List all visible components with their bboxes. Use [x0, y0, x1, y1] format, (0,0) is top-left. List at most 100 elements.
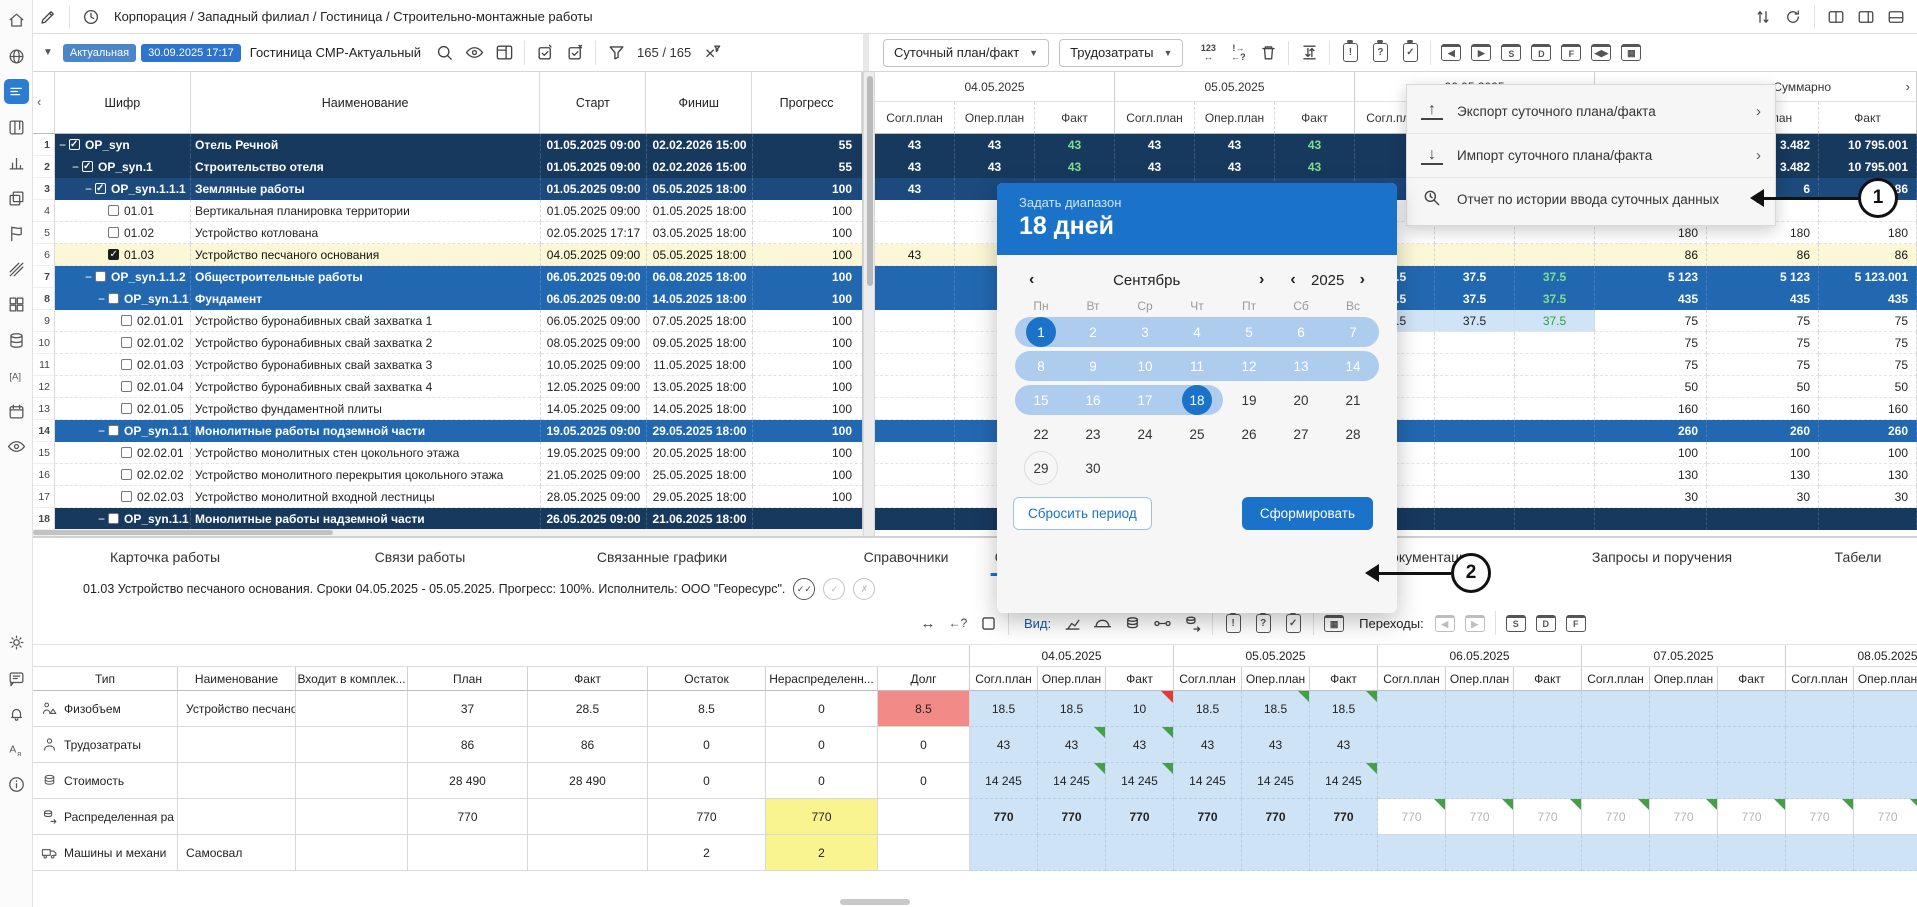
daily-column-header[interactable]: Входит в комплек...	[296, 667, 408, 691]
collapse-pane-icon[interactable]: ‹	[37, 94, 42, 109]
gantt-cell[interactable]	[1515, 464, 1595, 486]
gantt-cell[interactable]: 43	[875, 134, 955, 156]
calendar-day[interactable]	[1171, 453, 1223, 483]
daily-column-header[interactable]: Остаток	[648, 667, 766, 691]
row-checkbox[interactable]	[95, 178, 106, 199]
wbs-row[interactable]: 17 02.02.03 Устройство монолитной входной …	[33, 486, 862, 508]
year-prev-icon[interactable]: ‹	[1290, 271, 1296, 288]
chart-icon[interactable]	[4, 150, 29, 175]
daily-value-cell[interactable]	[970, 835, 1038, 871]
globe-icon[interactable]	[4, 44, 29, 69]
gantt-cell[interactable]: 75	[1707, 354, 1819, 376]
daily-value-cell[interactable]: 770	[1582, 799, 1650, 835]
row-checkbox[interactable]	[121, 469, 132, 481]
daily-value-cell[interactable]	[1582, 835, 1650, 871]
gantt-cell[interactable]: 43	[1115, 156, 1195, 178]
row-checkbox[interactable]	[108, 513, 119, 525]
column-header[interactable]: Шифр	[55, 72, 191, 133]
gantt-cell[interactable]: 75	[1819, 310, 1917, 332]
panel-columns-icon[interactable]	[1821, 4, 1851, 30]
daily-value-cell[interactable]: 770	[1174, 799, 1242, 835]
daily-row[interactable]: Стоимость 28 490 28 490 0 0 0 14 245 14 245 14 2…	[33, 763, 1917, 799]
edit-icon[interactable]	[33, 4, 63, 30]
daily-value-cell[interactable]	[1174, 835, 1242, 871]
gantt-cell[interactable]: 260	[1707, 420, 1819, 442]
daily-column-header[interactable]: Нераспределенн...	[766, 667, 878, 691]
daily-value-cell[interactable]	[1718, 691, 1786, 727]
daily-value-cell[interactable]: 14 245	[1310, 763, 1378, 799]
database-icon[interactable]	[4, 328, 29, 353]
gantt-cell[interactable]: 180	[1819, 222, 1917, 244]
comment-icon[interactable]	[4, 666, 29, 691]
calendar-day[interactable]: 9	[1067, 351, 1119, 381]
gantt-cell[interactable]	[1515, 486, 1595, 508]
calendar-next-icon[interactable]: ▶	[1466, 39, 1496, 67]
daily-value-cell[interactable]: 770	[1854, 799, 1917, 835]
daily-value-cell[interactable]: 770	[1310, 799, 1378, 835]
gantt-cell[interactable]: 37.5	[1435, 266, 1515, 288]
calendar-day[interactable]: 13	[1275, 351, 1327, 381]
daily-value-cell[interactable]: 770	[1106, 799, 1174, 835]
calendar-day[interactable]: 19	[1241, 392, 1257, 408]
daily-value-cell[interactable]	[1514, 763, 1582, 799]
gantt-cell[interactable]: 43	[955, 134, 1035, 156]
clear-cell-icon[interactable]	[973, 609, 1003, 637]
layers-icon[interactable]	[4, 186, 29, 211]
calendar-day[interactable]: 20	[1293, 392, 1309, 408]
gantt-cell[interactable]	[875, 420, 955, 442]
calendar-start-icon[interactable]: S	[1501, 609, 1531, 637]
gantt-cell[interactable]: 75	[1707, 310, 1819, 332]
daily-value-cell[interactable]	[1718, 727, 1786, 763]
gantt-cell[interactable]	[875, 200, 955, 222]
daily-value-cell[interactable]	[1582, 763, 1650, 799]
daily-row[interactable]: Трудозатраты 86 86 0 0 0 43 43 43 43 43 43	[33, 727, 1917, 763]
gantt-cell[interactable]: 37.5	[1435, 288, 1515, 310]
daily-value-cell[interactable]	[1786, 727, 1854, 763]
mode-select[interactable]: Суточный план/факт ▼	[883, 38, 1050, 67]
gantt-cell[interactable]: 75	[1595, 310, 1707, 332]
gantt-cell[interactable]: 130	[1707, 464, 1819, 486]
daily-value-cell[interactable]	[1650, 691, 1718, 727]
gantt-cell[interactable]	[875, 376, 955, 398]
calendar-day[interactable]: 27	[1293, 426, 1309, 442]
daily-column-header[interactable]: План	[408, 667, 528, 691]
gantt-cell[interactable]	[875, 354, 955, 376]
gantt-cell[interactable]: 435	[1819, 288, 1917, 310]
bell-icon[interactable]	[4, 701, 29, 726]
tab-6[interactable]: Документация	[1381, 549, 1475, 565]
calendar-day[interactable]: 12	[1223, 351, 1275, 381]
calendar-day[interactable]: 5	[1223, 317, 1275, 347]
daily-value-cell[interactable]	[1786, 691, 1854, 727]
wbs-row[interactable]: 5 01.02 Устройство котлована 02.05.2025 17:…	[33, 222, 862, 244]
daily-value-cell[interactable]	[1718, 835, 1786, 871]
gantt-cell[interactable]	[1435, 464, 1515, 486]
check-all-icon[interactable]	[530, 39, 560, 67]
gantt-cell[interactable]: 435	[1595, 288, 1707, 310]
gantt-cell[interactable]: 86	[1819, 244, 1917, 266]
row-checkbox[interactable]	[121, 359, 132, 371]
panel-bottom-icon[interactable]	[1881, 4, 1911, 30]
attributes-icon[interactable]: [A]	[4, 363, 29, 388]
brightness-icon[interactable]	[4, 630, 29, 655]
daily-row[interactable]: Распределенная ра 770 770 770 770 770 770 770 77…	[33, 799, 1917, 835]
gantt-cell[interactable]: 75	[1819, 332, 1917, 354]
wbs-row[interactable]: 12 02.01.04 Устройство буронабивных свай з…	[33, 376, 862, 398]
row-checkbox[interactable]	[121, 337, 132, 349]
uncheck-all-icon[interactable]	[560, 39, 590, 67]
wbs-row[interactable]: 7− OP_syn.1.1.2 Общестроительные работы 06.…	[33, 266, 862, 288]
tab-3[interactable]: Связанные графики	[596, 549, 728, 565]
gantt-cell[interactable]: 160	[1819, 398, 1917, 420]
clipboard-question-icon[interactable]: ?	[1248, 609, 1278, 637]
calendar-day[interactable]: 25	[1189, 426, 1205, 442]
wbs-row[interactable]: 9 02.01.01 Устройство буронабивных свай за…	[33, 310, 862, 332]
gantt-cell[interactable]	[1355, 508, 1435, 530]
gantt-cell[interactable]	[1435, 354, 1515, 376]
daily-value-cell[interactable]	[1514, 835, 1582, 871]
gantt-cell[interactable]	[1707, 508, 1819, 530]
daily-value-cell[interactable]: 14 245	[1038, 763, 1106, 799]
daily-value-cell[interactable]	[1650, 727, 1718, 763]
panel-view-icon[interactable]	[489, 39, 519, 67]
calendar-grid-icon[interactable]: ▦	[1319, 609, 1349, 637]
daily-value-cell[interactable]: 770	[1446, 799, 1514, 835]
